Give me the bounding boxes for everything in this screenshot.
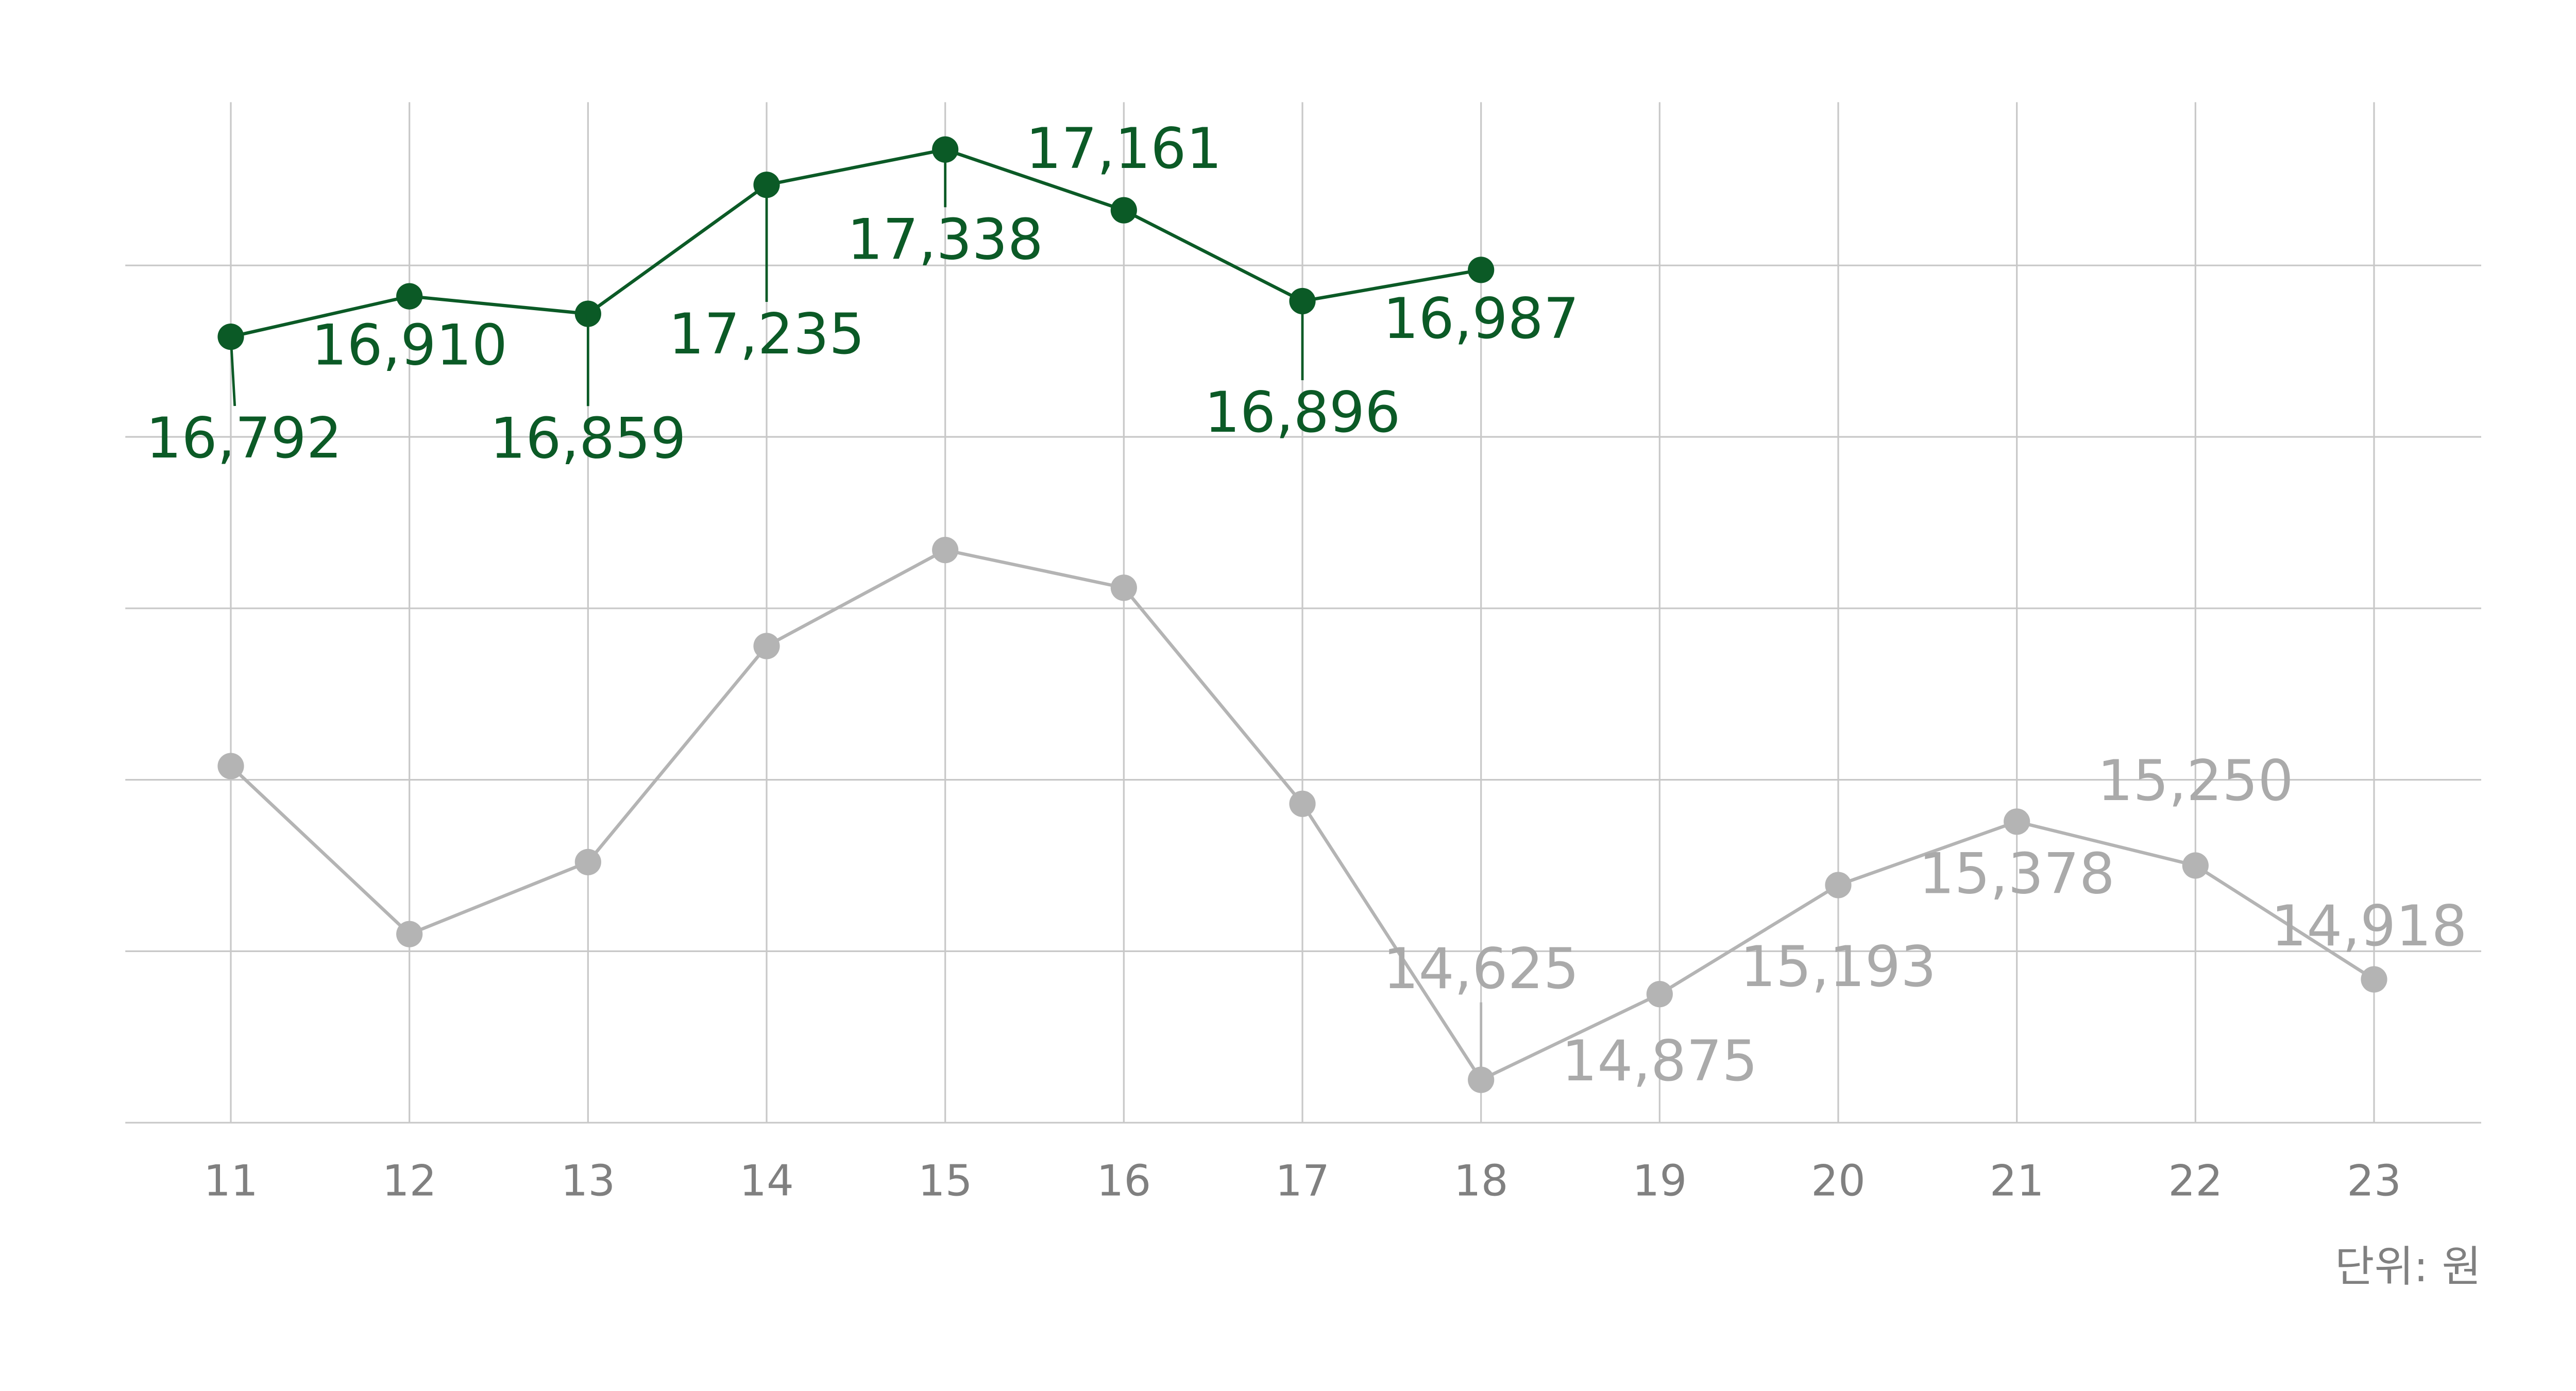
data-label: 14,625 bbox=[1383, 936, 1579, 1002]
data-label: 16,896 bbox=[1205, 380, 1401, 445]
data-point bbox=[1825, 872, 1852, 898]
unit-annotation: 단위: 원 bbox=[2335, 1242, 2481, 1292]
data-label: 17,235 bbox=[669, 301, 865, 367]
data-point bbox=[1646, 981, 1673, 1008]
data-point bbox=[1468, 257, 1495, 283]
data-point bbox=[753, 172, 780, 198]
x-tick-label: 13 bbox=[561, 1156, 615, 1206]
data-label: 16,987 bbox=[1383, 286, 1579, 351]
x-tick-label: 21 bbox=[1990, 1156, 2044, 1206]
data-label: 15,250 bbox=[2097, 748, 2294, 813]
data-point bbox=[217, 753, 244, 779]
data-point bbox=[1110, 197, 1137, 224]
data-point bbox=[396, 921, 423, 947]
data-point bbox=[396, 283, 423, 310]
x-tick-label: 18 bbox=[1454, 1156, 1509, 1206]
x-tick-label: 11 bbox=[204, 1156, 258, 1206]
data-point bbox=[1289, 287, 1316, 315]
data-point bbox=[2182, 852, 2209, 879]
x-tick-label: 23 bbox=[2347, 1156, 2401, 1206]
series-line bbox=[230, 147, 1482, 338]
data-point bbox=[574, 849, 601, 875]
data-label: 17,338 bbox=[847, 207, 1043, 272]
x-tick-label: 15 bbox=[918, 1156, 973, 1206]
data-point bbox=[2004, 808, 2030, 835]
data-point bbox=[217, 324, 244, 350]
x-tick-label: 17 bbox=[1275, 1156, 1330, 1206]
data-label: 16,792 bbox=[146, 405, 342, 471]
x-tick-label: 22 bbox=[2168, 1156, 2223, 1206]
data-point bbox=[1110, 574, 1137, 601]
data-point bbox=[932, 537, 959, 564]
data-label: 17,161 bbox=[1026, 116, 1222, 181]
data-label: 16,859 bbox=[490, 405, 686, 471]
data-label: 15,378 bbox=[1919, 841, 2115, 906]
x-tick-label: 19 bbox=[1632, 1156, 1687, 1206]
data-point bbox=[753, 633, 780, 659]
data-label: 14,918 bbox=[2271, 893, 2467, 959]
x-tick-label: 20 bbox=[1811, 1156, 1866, 1206]
leader-line bbox=[229, 336, 236, 406]
x-tick-label: 14 bbox=[739, 1156, 794, 1206]
data-label: 16,910 bbox=[311, 312, 507, 378]
data-point bbox=[574, 300, 601, 327]
data-label: 15,193 bbox=[1740, 934, 1937, 999]
x-tick-label: 16 bbox=[1096, 1156, 1151, 1206]
x-tick-label: 12 bbox=[382, 1156, 437, 1206]
data-point bbox=[2361, 966, 2387, 993]
data-label: 14,875 bbox=[1562, 1028, 1758, 1094]
data-point bbox=[1289, 790, 1316, 817]
